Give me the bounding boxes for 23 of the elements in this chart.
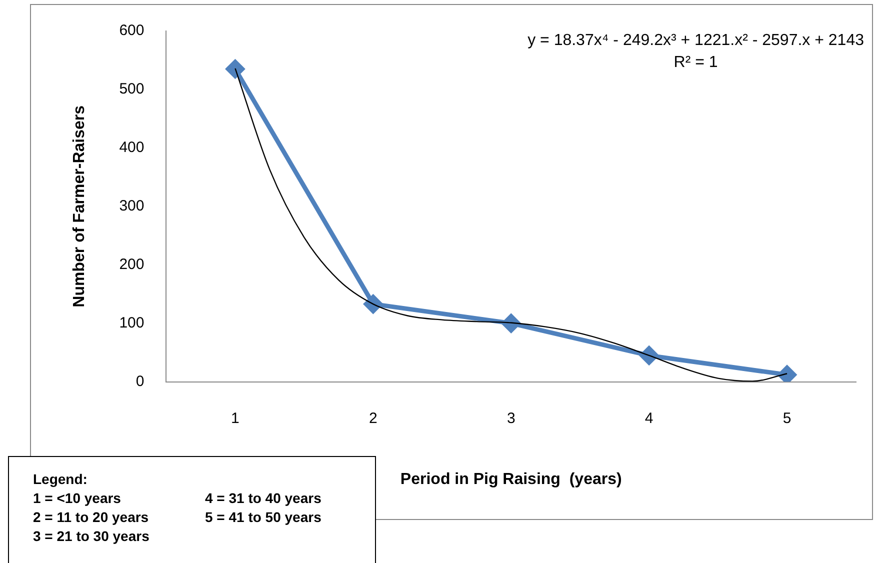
- text: 1 = <10 years: [33, 490, 122, 508]
- annotation: y = 18.37x⁴ - 249.2x³ + 1221.x² - 2597.x + 2143: [528, 31, 864, 51]
- y-tick-label: 0: [136, 372, 144, 390]
- x-axis-title: Period in Pig Raising (years): [400, 470, 622, 488]
- x-tick-label: 3: [506, 410, 516, 427]
- y-tick-label: 200: [119, 256, 144, 274]
- x-tick-label: 5: [782, 410, 792, 427]
- text: 3 = 21 to 30 years: [33, 528, 150, 546]
- text: Legend:: [33, 471, 88, 489]
- y-tick-label: 600: [119, 22, 144, 40]
- x-tick-label: 2: [368, 410, 378, 427]
- text: 5 = 41 to 50 years: [205, 509, 322, 527]
- y-tick-label: 100: [119, 314, 144, 332]
- y-tick-label: 400: [119, 139, 144, 156]
- point: [226, 60, 244, 78]
- annotation: R² = 1: [672, 53, 719, 73]
- y-tick-label: 300: [119, 198, 144, 215]
- y-axis-title: Number of Farmer-Raisers: [71, 105, 88, 308]
- y-tick-label: 500: [119, 80, 144, 98]
- x-tick-label: 4: [644, 410, 654, 427]
- text: 4 = 31 to 40 years: [205, 490, 322, 508]
- text: 2 = 11 to 20 years: [33, 509, 150, 527]
- x-tick-label: 1: [231, 410, 240, 427]
